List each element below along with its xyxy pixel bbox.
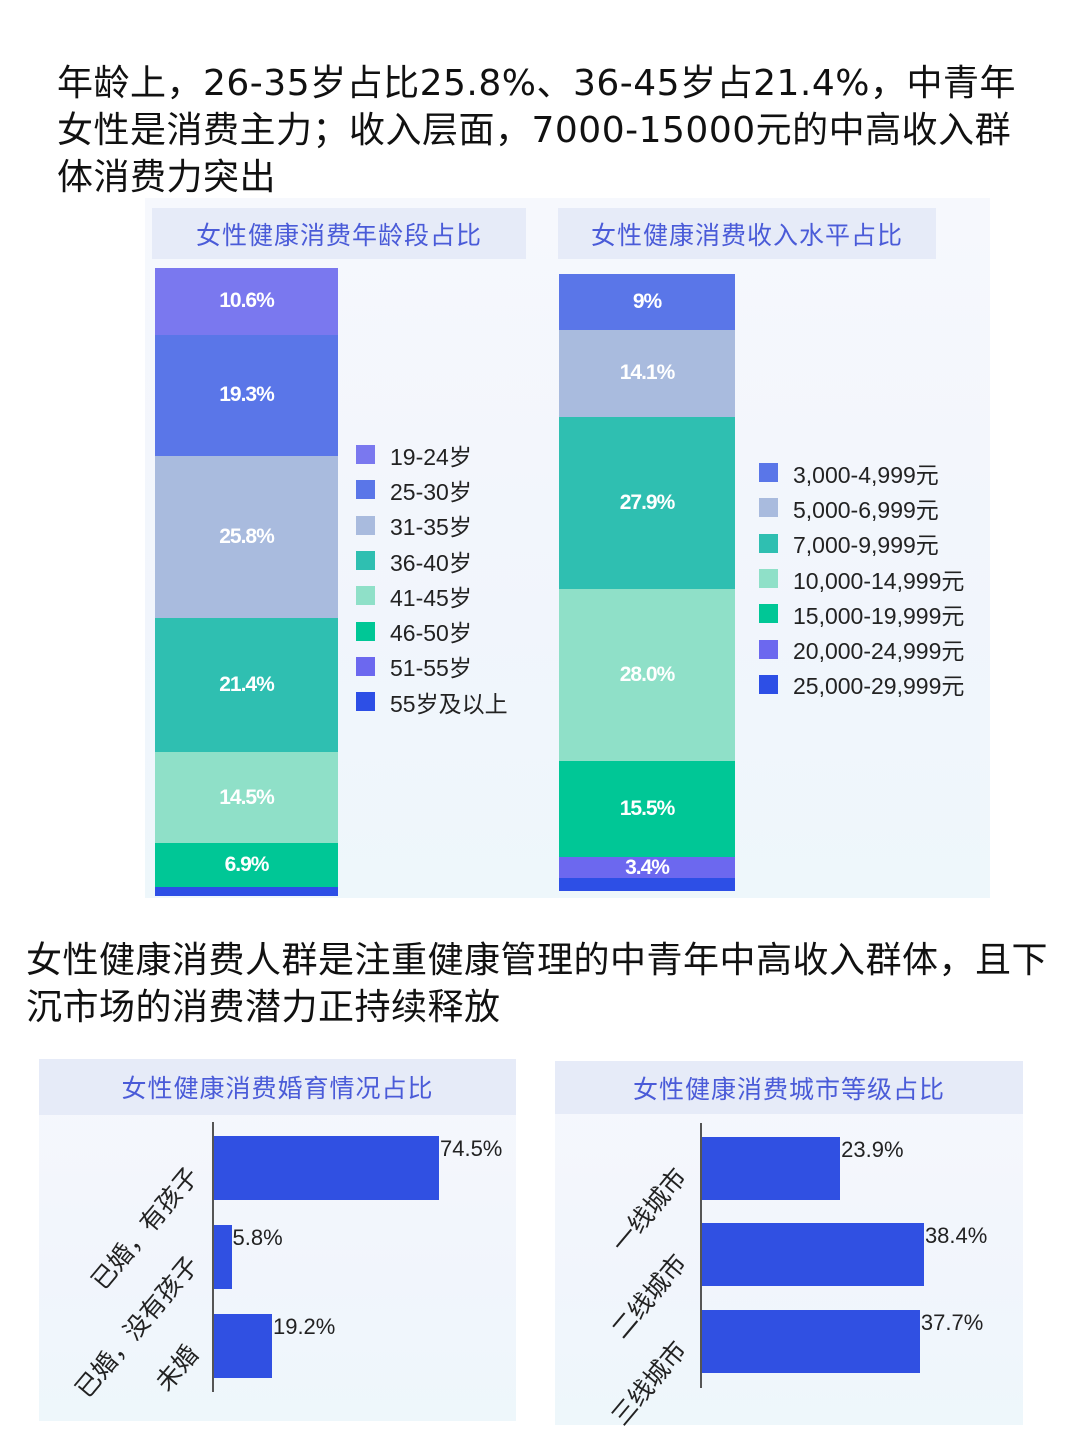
marital-chart-panel [39,1059,516,1421]
bar-segment: 15.5% [559,761,735,858]
legend-swatch-icon [356,656,375,676]
income-legend: 3,000-4,999元 5,000-6,999元 7,000-9,999元 10,0… [759,455,964,702]
y-axis-line [700,1123,702,1388]
legend-label: 31-35岁 [390,514,472,541]
legend-swatch-icon [356,551,375,571]
legend-label: 10,000-14,999元 [793,567,965,594]
bar [214,1136,439,1200]
bar [702,1310,920,1373]
bar-segment: 28.0% [559,588,735,762]
legend-label: 3,000-4,999元 [793,461,939,488]
legend-item: 36-40岁 [356,543,508,578]
legend-item: 31-35岁 [356,508,508,543]
y-axis-line [212,1122,214,1392]
summary-heading-population: 女性健康消费人群是注重健康管理的中青年中高收入群体，且下沉市场的消费潜力正持续释… [26,940,1049,1028]
legend-swatch-icon [356,480,375,500]
legend-swatch-icon [759,639,778,659]
bar-segment: 10.6% [155,268,338,335]
legend-label: 20,000-24,999元 [793,638,965,665]
bar-segment: 3.4% [559,856,735,879]
bar-value-label: 5.8% [232,1225,283,1250]
legend-item: 25,000-29,999元 [759,667,964,702]
legend-label: 7,000-9,999元 [793,532,939,559]
legend-swatch-icon [759,604,778,624]
legend-item: 15,000-19,999元 [759,596,964,631]
legend-item: 41-45岁 [356,578,508,613]
legend-swatch-icon [356,586,375,606]
category-label: 三线城市 [605,1335,693,1431]
bar-segment: 14.1% [559,329,735,417]
legend-label: 25-30岁 [390,478,472,505]
bar [702,1137,841,1200]
bar-segment: 21.4% [155,617,338,753]
legend-item: 20,000-24,999元 [759,631,964,666]
bar-value-label: 38.4% [924,1222,988,1248]
city-chart-title: 女性健康消费城市等级占比 [555,1061,1023,1114]
legend-label: 25,000-29,999元 [793,673,965,700]
legend-item: 7,000-9,999元 [759,526,964,561]
legend-swatch-icon [356,515,375,535]
legend-swatch-icon [759,463,778,483]
legend-swatch-icon [759,498,778,518]
legend-label: 19-24岁 [390,443,472,470]
legend-swatch-icon [356,692,375,712]
legend-item: 5,000-6,999元 [759,490,964,525]
legend-item: 46-50岁 [356,613,508,648]
legend-label: 15,000-19,999元 [793,602,965,629]
legend-item: 55岁及以上 [356,684,508,719]
income-stacked-bar: 9% 14.1% 27.9% 28.0% 15.5% 3.4% [559,274,735,891]
bar-value-label: 19.2% [272,1314,336,1339]
bar-segment: 6.9% [155,843,338,887]
legend-item: 10,000-14,999元 [759,561,964,596]
legend-item: 51-55岁 [356,649,508,684]
legend-swatch-icon [759,569,778,589]
income-chart-title: 女性健康消费收入水平占比 [558,208,936,259]
bar-segment: 27.9% [559,416,735,589]
category-label: 二线城市 [605,1248,693,1344]
age-chart-title: 女性健康消费年龄段占比 [152,208,526,259]
bar-segment: 14.5% [155,752,338,844]
legend-swatch-icon [356,445,375,465]
bar-value-label: 74.5% [439,1136,503,1161]
legend-label: 41-45岁 [390,584,472,611]
legend-label: 5,000-6,999元 [793,496,939,523]
bar-segment [155,886,338,896]
marital-chart-title: 女性健康消费婚育情况占比 [39,1059,516,1115]
bar [214,1314,272,1378]
bar-segment: 19.3% [155,334,338,456]
bar-value-label: 37.7% [920,1309,984,1335]
legend-item: 19-24岁 [356,437,508,472]
legend-swatch-icon [759,533,778,553]
legend-swatch-icon [356,621,375,641]
bar-segment [559,877,735,891]
legend-label: 51-55岁 [390,655,472,682]
legend-label: 36-40岁 [390,549,472,576]
bar-value-label: 23.9% [841,1136,904,1162]
bar-segment: 9% [559,274,735,330]
legend-item: 3,000-4,999元 [759,455,964,490]
bar [702,1223,924,1286]
bar [214,1225,232,1289]
legend-label: 46-50岁 [390,620,472,647]
bar-segment: 25.8% [155,455,338,618]
legend-label: 55岁及以上 [390,690,508,717]
age-legend: 19-24岁 25-30岁 31-35岁 36-40岁 41-45岁 46-50岁 51-5… [356,437,508,719]
age-stacked-bar: 10.6% 19.3% 25.8% 21.4% 14.5% 6.9% [155,268,338,896]
legend-item: 25-30岁 [356,472,508,507]
summary-heading-age-income: 年龄上，26-35岁占比25.8%、36-45岁占21.4%，中青年女性是消费主… [57,63,1016,198]
legend-swatch-icon [759,674,778,694]
category-label: 一线城市 [605,1162,693,1258]
